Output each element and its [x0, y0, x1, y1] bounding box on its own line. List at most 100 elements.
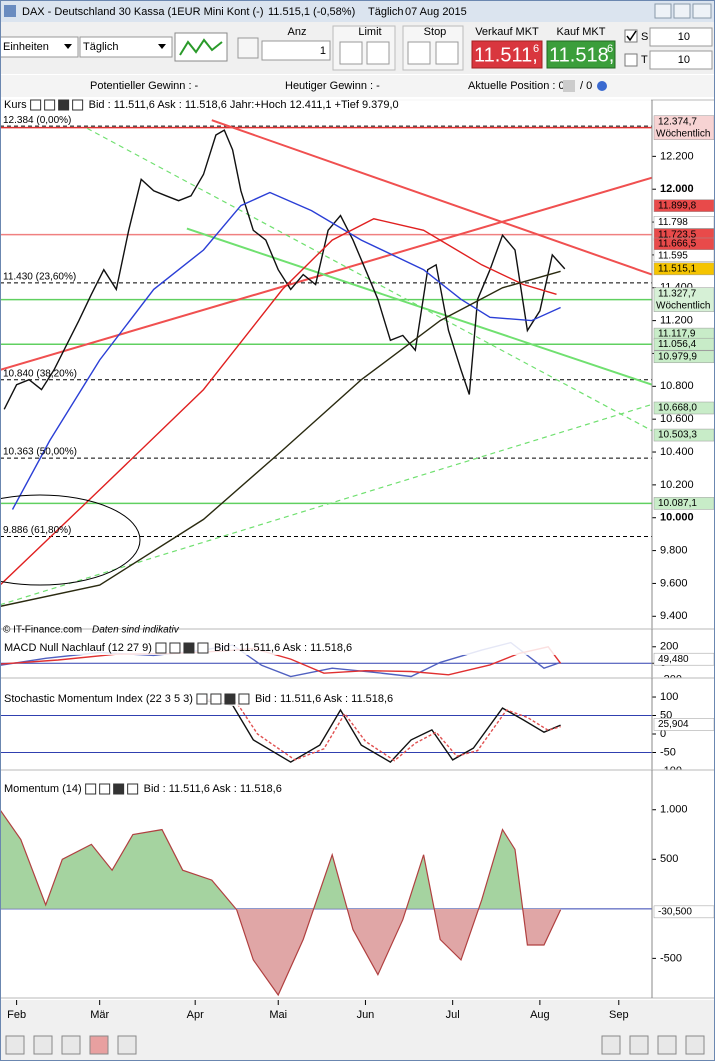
price-tag-label: 11.056,4: [658, 339, 697, 350]
panel-header: [1, 692, 651, 706]
panel-icon: [30, 99, 42, 111]
y-tick-label: 200: [660, 641, 678, 653]
checkmark: [626, 30, 637, 42]
units-select[interactable]: [0, 36, 79, 58]
y-tick-label: 9.600: [660, 577, 688, 589]
price-tag-label: 49,480: [658, 654, 689, 665]
price-tag-label: 11.723,5: [658, 229, 697, 240]
series-line: [203, 699, 561, 763]
y-tick-label: -500: [660, 952, 682, 964]
chart-icon: [179, 38, 223, 56]
icon[interactable]: [61, 1035, 81, 1055]
fib-label: 9.886 (61,80%): [3, 525, 71, 536]
panel-title: Momentum (14): [4, 783, 82, 795]
panel-header-text: Bid : 11.511,6 Ask : 11.518,6 Jahr:+Hoch…: [89, 99, 399, 111]
panel-icon: [224, 693, 236, 705]
x-tick-label: Mär: [90, 1009, 109, 1021]
icon[interactable]: [629, 1035, 649, 1055]
sell-button[interactable]: [471, 40, 543, 69]
panel-icon: [72, 99, 84, 111]
bottom-icons: [5, 1035, 705, 1055]
qty-input[interactable]: [261, 40, 331, 61]
y-tick-label: 10.400: [660, 446, 694, 458]
y-tick-label: 10.000: [660, 512, 694, 524]
app-icon: [4, 5, 16, 17]
s-input[interactable]: [649, 27, 713, 47]
x-tick-label: Sep: [609, 1009, 629, 1021]
settings-button[interactable]: [237, 37, 259, 59]
x-tick-label: Aug: [530, 1009, 550, 1021]
window-title: DAX - Deutschland 30 Kassa (1EUR Mini Ko…: [22, 6, 263, 18]
panel-header-text: Bid : 11.511,6 Ask : 11.518,6: [144, 783, 282, 795]
t-checkbox[interactable]: [624, 53, 638, 67]
sell-label: Verkauf MKT: [475, 26, 539, 38]
x-tick-label: Apr: [187, 1009, 204, 1021]
panel-icon: [169, 642, 181, 654]
gear-icon[interactable]: [597, 81, 607, 91]
units-label: Einheiten: [3, 41, 49, 53]
window-buttons[interactable]: [654, 3, 712, 19]
series-line: [11, 191, 561, 510]
y-tick-label: 12.200: [660, 150, 694, 162]
icon[interactable]: [601, 1035, 621, 1055]
maximize[interactable]: [673, 3, 691, 19]
position-icon[interactable]: [563, 80, 575, 92]
panel-icon: [85, 783, 97, 795]
price-tag-label: 10.087,1: [658, 498, 697, 509]
icon[interactable]: [89, 1035, 109, 1055]
info-bar: [0, 75, 715, 97]
drawn-ellipse: [0, 494, 141, 586]
panel-header: [1, 98, 651, 112]
period-select[interactable]: [79, 36, 173, 58]
today-profit: Heutiger Gewinn : -: [285, 80, 380, 92]
y-tick-label: 100: [660, 691, 678, 703]
y-tick-label: 9.400: [660, 610, 688, 622]
limit-label: Limit: [358, 26, 381, 38]
panel-icon: [196, 693, 208, 705]
chart-type-button[interactable]: [174, 32, 228, 62]
icon[interactable]: [685, 1035, 705, 1055]
y-tick-label: 10.200: [660, 479, 694, 491]
panel-icon: [210, 693, 222, 705]
stop-sell[interactable]: [435, 41, 459, 65]
price-tag-label: 10.668,0: [658, 403, 697, 414]
sell-price-frac: 6: [533, 43, 539, 55]
t-label: T: [641, 54, 648, 66]
limit-buy[interactable]: [339, 41, 363, 65]
qty-value: 1: [320, 45, 326, 57]
area-negative: [0, 908, 561, 995]
panel-icon: [238, 693, 250, 705]
price-tag-label: 10.979,9: [658, 351, 697, 362]
trend-line: [0, 176, 652, 371]
buy-button[interactable]: [546, 40, 616, 69]
price-tag-label: -30,500: [658, 906, 692, 917]
series-line: [3, 129, 566, 410]
title-bar: [0, 0, 715, 22]
icon[interactable]: [657, 1035, 677, 1055]
series-line: [203, 698, 561, 762]
position: Aktuelle Position : 0: [468, 80, 565, 92]
disclaimer: Daten sind indikativ: [92, 625, 180, 636]
position-end: / 0: [580, 80, 592, 92]
panel-icon: [58, 99, 70, 111]
close[interactable]: [692, 3, 712, 19]
panel-title: MACD Null Nachlauf (12 27 9): [4, 642, 152, 654]
price-tag-label: 11.899,8: [658, 200, 697, 211]
limit-sell[interactable]: [366, 41, 390, 65]
panel-icon: [127, 783, 139, 795]
icon[interactable]: [5, 1035, 25, 1055]
minimize[interactable]: [654, 3, 672, 19]
icon[interactable]: [117, 1035, 137, 1055]
stop-buy[interactable]: [407, 41, 431, 65]
qty-label: Anz: [288, 26, 307, 38]
series-line: [0, 270, 561, 608]
y-tick-label: 9.800: [660, 544, 688, 556]
icon[interactable]: [33, 1035, 53, 1055]
t-input[interactable]: [649, 50, 713, 70]
panel-icon: [113, 783, 125, 795]
y-tick-label: 10.600: [660, 413, 694, 425]
window-period: Täglich: [368, 6, 403, 18]
price-tag: [653, 115, 715, 140]
price-tag-note: Wöchentlich: [656, 128, 710, 139]
